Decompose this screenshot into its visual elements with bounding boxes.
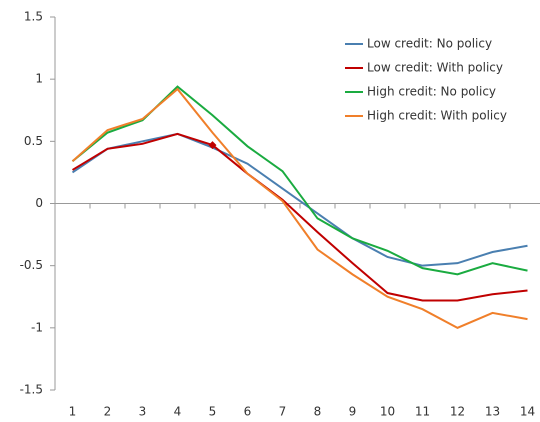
- x-tick-label: 2: [104, 405, 112, 419]
- x-tick-label: 11: [415, 405, 430, 419]
- x-tick-label: 1: [69, 405, 77, 419]
- x-tick-label: 7: [279, 405, 287, 419]
- y-tick-label: -1: [31, 320, 43, 334]
- point-marker: [208, 141, 217, 150]
- x-tick-label: 13: [485, 405, 500, 419]
- y-tick-label: -0.5: [20, 258, 43, 272]
- x-tick-label: 14: [520, 405, 535, 419]
- x-tick-label: 6: [244, 405, 252, 419]
- x-tick-label: 3: [139, 405, 147, 419]
- y-tick-label: 1.5: [24, 10, 43, 24]
- x-tick-label: 9: [349, 405, 357, 419]
- legend-label: Low credit: With policy: [367, 61, 503, 75]
- x-tick-label: 8: [314, 405, 322, 419]
- series-line: [71, 132, 528, 267]
- series-line: [71, 87, 528, 329]
- y-tick-label: 0: [35, 196, 43, 210]
- x-tick-label: 4: [174, 405, 182, 419]
- y-tick-label: 0.5: [24, 134, 43, 148]
- y-tick-label: -1.5: [20, 383, 43, 397]
- legend-label: High credit: No policy: [367, 85, 496, 99]
- y-tick-label: 1: [35, 72, 43, 86]
- x-tick-label: 10: [380, 405, 395, 419]
- series-line: [71, 132, 528, 302]
- x-tick-label: 5: [209, 405, 217, 419]
- x-tick-label: 12: [450, 405, 465, 419]
- legend-label: High credit: With policy: [367, 109, 507, 123]
- legend-label: Low credit: No policy: [367, 37, 492, 51]
